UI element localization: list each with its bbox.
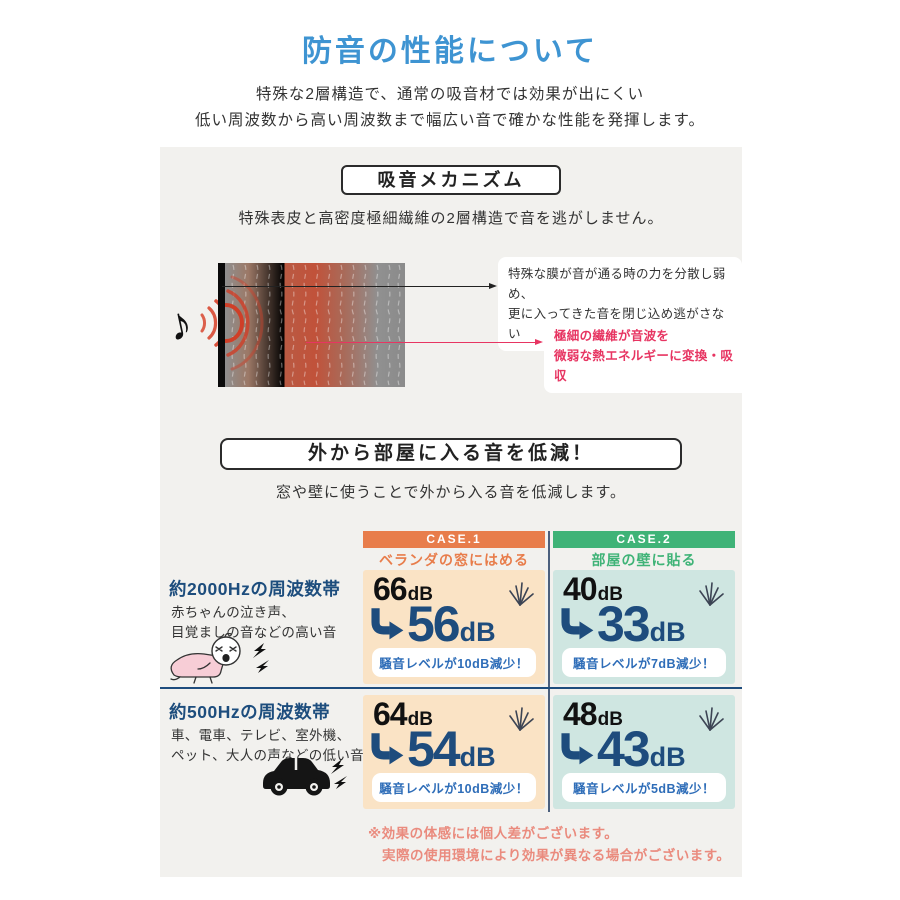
content-panel: 吸音メカニズム 特殊表皮と高密度極細繊維の2層構造で音を逃がしません。 ♪ xyxy=(160,147,750,877)
reduction-heading: 外から部屋に入る音を低減！ xyxy=(220,438,682,470)
mechanism-heading: 吸音メカニズム xyxy=(341,165,561,195)
after-level: 54 dB xyxy=(369,721,496,777)
arrow-down-right-icon xyxy=(561,733,594,765)
case2-header: CASE.2 xyxy=(553,531,735,548)
before-level: 48dB xyxy=(563,696,623,733)
case1-header: CASE.1 xyxy=(363,531,545,548)
row-divider xyxy=(160,687,742,689)
pointer-line-membrane xyxy=(222,282,497,289)
after-unit: dB xyxy=(649,617,686,647)
reduction-badge: 騒音レベルが7dB減少！ xyxy=(562,648,726,677)
before-unit: dB xyxy=(407,584,433,605)
row-2000hz-label: 約2000Hzの周波数帯 xyxy=(169,579,341,599)
intro-line-1: 特殊な2層構造で、通常の吸音材では効果が出にくい xyxy=(255,86,645,103)
after-level: 43 dB xyxy=(559,721,686,777)
sparkle-icon xyxy=(699,707,724,731)
after-level: 56 dB xyxy=(369,596,496,652)
result-cell-500hz-case1: 64dB 54 dB 騒音レベルが10dB減少！ xyxy=(363,695,545,809)
after-value: 56 xyxy=(407,596,461,652)
fiber-layer xyxy=(225,263,405,387)
crying-baby-icon xyxy=(170,633,241,684)
arrow-down-right-icon xyxy=(561,608,594,640)
disclaimer-line-2: 実際の使用環境により効果が異なる場合がございます。 xyxy=(382,847,731,863)
before-level: 40dB xyxy=(563,571,623,608)
row-2000hz-description: 赤ちゃんの泣き声、 目覚ましの音などの高い音 xyxy=(171,605,337,641)
absorption-diagram: ♪ xyxy=(163,263,405,387)
after-unit: dB xyxy=(459,617,496,647)
music-note-icon: ♪ xyxy=(163,296,196,352)
intro-line-2: 低い周波数から高い周波数まで幅広い音で確かな性能を発揮します。 xyxy=(195,112,705,130)
sparkle-icon xyxy=(509,707,534,731)
after-value: 43 xyxy=(597,721,651,777)
arrow-down-right-icon xyxy=(371,608,404,640)
case1-subtitle: ベランダの窓にはめる xyxy=(379,552,529,568)
reduction-badge: 騒音レベルが5dB減少！ xyxy=(562,773,726,802)
row-500hz-description: 車、電車、テレビ、室外機、 ペット、大人の声などの低い音 xyxy=(171,728,364,764)
before-level: 64dB xyxy=(373,696,433,733)
result-cell-500hz-case2: 48dB 43 dB 騒音レベルが5dB減少！ xyxy=(553,695,735,809)
disclaimer: ※効果の体感には個人差がございます。 実際の使用環境により効果が異なる場合がござ… xyxy=(368,823,730,866)
annotation-fiber: 極細の繊維が音波を 微弱な熱エネルギーに変換・吸収 xyxy=(544,319,750,393)
reduction-description: 窓や壁に使うことで外から入る音を低減します。 xyxy=(275,484,627,501)
before-unit: dB xyxy=(407,709,433,730)
arrow-down-right-icon xyxy=(371,733,404,765)
intro-text: 特殊な2層構造で、通常の吸音材では効果が出にくい 低い周波数から高い周波数まで幅… xyxy=(0,82,900,135)
after-value: 54 xyxy=(407,721,461,777)
before-value: 64 xyxy=(373,696,408,732)
disclaimer-line-1: ※効果の体感には個人差がございます。 xyxy=(368,826,619,841)
mechanism-description: 特殊表皮と高密度極細繊維の2層構造で音を逃がしません。 xyxy=(238,210,664,227)
reduction-badge: 騒音レベルが10dB減少！ xyxy=(372,773,536,802)
before-level: 66dB xyxy=(373,571,433,608)
result-cell-2000hz-case1: 66dB 56 dB 騒音レベルが10dB減少！ xyxy=(363,570,545,684)
sparkle-icon xyxy=(699,582,724,606)
before-value: 40 xyxy=(563,571,598,607)
case2-subtitle: 部屋の壁に貼る xyxy=(591,552,697,568)
special-membrane xyxy=(218,263,225,387)
before-value: 66 xyxy=(373,571,408,607)
car-icon xyxy=(263,758,330,796)
result-cell-2000hz-case2: 40dB 33 dB 騒音レベルが7dB減少！ xyxy=(553,570,735,684)
row-500hz-label: 約500Hzの周波数帯 xyxy=(169,702,331,722)
before-unit: dB xyxy=(597,584,623,605)
before-value: 48 xyxy=(563,696,598,732)
pointer-line-fiber xyxy=(306,338,543,345)
reduction-badge: 騒音レベルが10dB減少！ xyxy=(372,648,536,677)
after-level: 33 dB xyxy=(559,596,686,652)
before-unit: dB xyxy=(597,709,623,730)
lightning-icon xyxy=(253,643,269,673)
lightning-icon xyxy=(331,759,347,789)
after-value: 33 xyxy=(597,596,651,652)
page-title: 防音の性能について xyxy=(301,35,599,68)
dispersed-sound-waves-icon xyxy=(224,275,264,371)
after-unit: dB xyxy=(649,742,686,772)
sparkle-icon xyxy=(509,582,534,606)
after-unit: dB xyxy=(459,742,496,772)
column-divider xyxy=(548,531,550,812)
